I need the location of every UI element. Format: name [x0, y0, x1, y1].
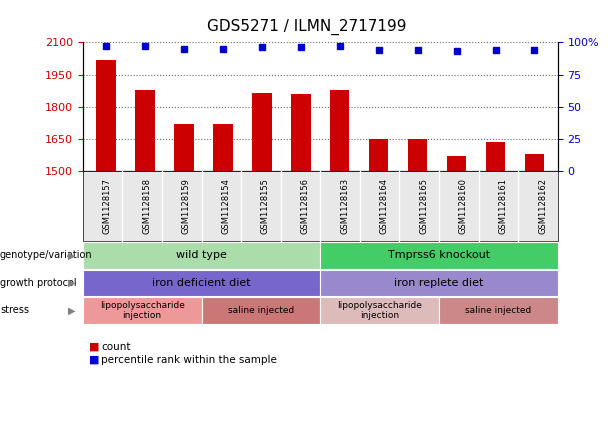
Text: iron replete diet: iron replete diet [394, 278, 484, 288]
Text: GSM1128163: GSM1128163 [340, 178, 349, 234]
Text: GSM1128157: GSM1128157 [102, 178, 112, 234]
Bar [369, 139, 389, 171]
Text: count: count [101, 342, 131, 352]
Bar [213, 124, 233, 171]
Text: GSM1128165: GSM1128165 [419, 178, 428, 234]
Text: lipopolysaccharide
injection: lipopolysaccharide injection [337, 301, 422, 320]
Text: GSM1128159: GSM1128159 [181, 178, 191, 234]
Text: GSM1128164: GSM1128164 [379, 178, 389, 234]
Bar [174, 124, 194, 171]
Text: stress: stress [0, 305, 29, 316]
Text: Tmprss6 knockout: Tmprss6 knockout [388, 250, 490, 261]
Bar [408, 140, 427, 171]
Text: GSM1128155: GSM1128155 [261, 178, 270, 234]
Text: genotype/variation: genotype/variation [0, 250, 93, 261]
Text: wild type: wild type [176, 250, 227, 261]
Bar [135, 90, 155, 171]
Text: ■: ■ [89, 354, 99, 365]
Bar [291, 94, 311, 171]
Text: growth protocol: growth protocol [0, 278, 77, 288]
Bar [96, 60, 116, 171]
Text: ▶: ▶ [68, 305, 75, 316]
Text: saline injected: saline injected [465, 306, 531, 315]
Bar [447, 156, 466, 171]
Bar [485, 142, 505, 171]
Text: percentile rank within the sample: percentile rank within the sample [101, 354, 277, 365]
Text: ▶: ▶ [68, 250, 75, 261]
Text: GSM1128158: GSM1128158 [142, 178, 151, 234]
Text: lipopolysaccharide
injection: lipopolysaccharide injection [100, 301, 185, 320]
Text: GSM1128160: GSM1128160 [459, 178, 468, 234]
Bar [330, 90, 349, 171]
Bar [252, 93, 272, 171]
Text: ■: ■ [89, 342, 99, 352]
Text: GDS5271 / ILMN_2717199: GDS5271 / ILMN_2717199 [207, 19, 406, 35]
Text: ▶: ▶ [68, 278, 75, 288]
Text: GSM1128161: GSM1128161 [498, 178, 508, 234]
Text: GSM1128156: GSM1128156 [300, 178, 310, 234]
Text: GSM1128162: GSM1128162 [538, 178, 547, 234]
Text: GSM1128154: GSM1128154 [221, 178, 230, 234]
Bar [525, 154, 544, 171]
Text: saline injected: saline injected [228, 306, 294, 315]
Text: iron deficient diet: iron deficient diet [152, 278, 251, 288]
